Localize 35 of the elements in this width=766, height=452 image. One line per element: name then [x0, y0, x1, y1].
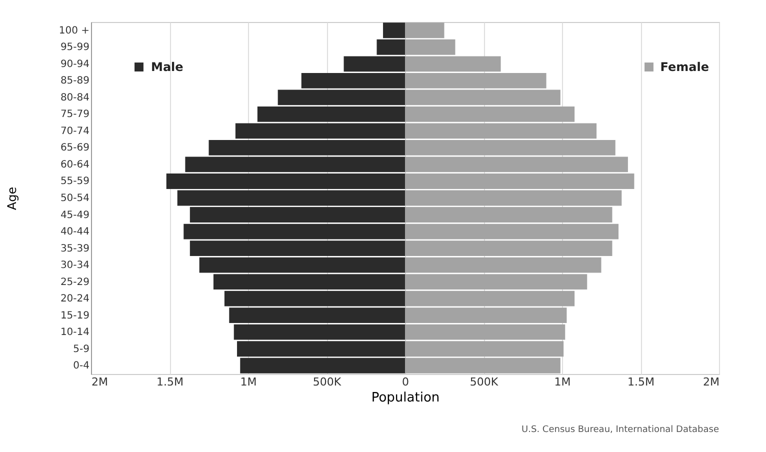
text: U.S. Census Bureau, International Database: [522, 425, 720, 435]
y-tick-label: 85-89: [60, 76, 90, 87]
y-tick-label: 0-4: [73, 360, 90, 372]
x-tick-label: 500K: [470, 376, 499, 388]
y-tick-label: 35-39: [60, 243, 90, 254]
y-tick-label: 70-74: [60, 126, 90, 137]
y-tick-label: 20-24: [60, 294, 90, 305]
y-tick-label: 75-79: [60, 109, 90, 120]
y-tick-label: 10-14: [60, 327, 90, 338]
y-tick-label: 100 +: [58, 25, 90, 36]
x-tick-label: 500K: [312, 376, 342, 388]
legend-label: Female: [660, 60, 709, 74]
x-tick-label: 1M: [240, 376, 257, 388]
y-tick-label: 55-59: [60, 176, 90, 188]
y-tick-label: 65-69: [60, 142, 90, 154]
y-tick-label: 5-9: [73, 344, 90, 355]
y-tick-label: 50-54: [60, 193, 90, 204]
y-tick-label: 40-44: [60, 226, 90, 238]
y-tick-label: 80-84: [60, 92, 90, 104]
x-tick-label: 0: [402, 376, 409, 388]
legend-label: Male: [151, 60, 184, 74]
x-tick-label: 1.5M: [156, 376, 184, 388]
y-tick-label: 15-19: [60, 310, 90, 322]
x-tick-label: 2M: [92, 376, 108, 388]
y-tick-label: 95-99: [60, 42, 90, 54]
y-tick-label: 45-49: [60, 210, 90, 221]
y-tick-label: 60-64: [60, 159, 90, 170]
y-tick-label: 90-94: [60, 58, 90, 70]
y-tick-label: 25-29: [60, 276, 90, 288]
x-tick-label: 1.5M: [628, 376, 654, 388]
y-axis-title: Age: [4, 186, 19, 210]
x-tick-label: 1M: [554, 376, 571, 388]
y-tick-label: 30-34: [60, 260, 90, 272]
x-tick-label: 2M: [703, 376, 720, 388]
x-axis-title: Population: [371, 390, 440, 406]
